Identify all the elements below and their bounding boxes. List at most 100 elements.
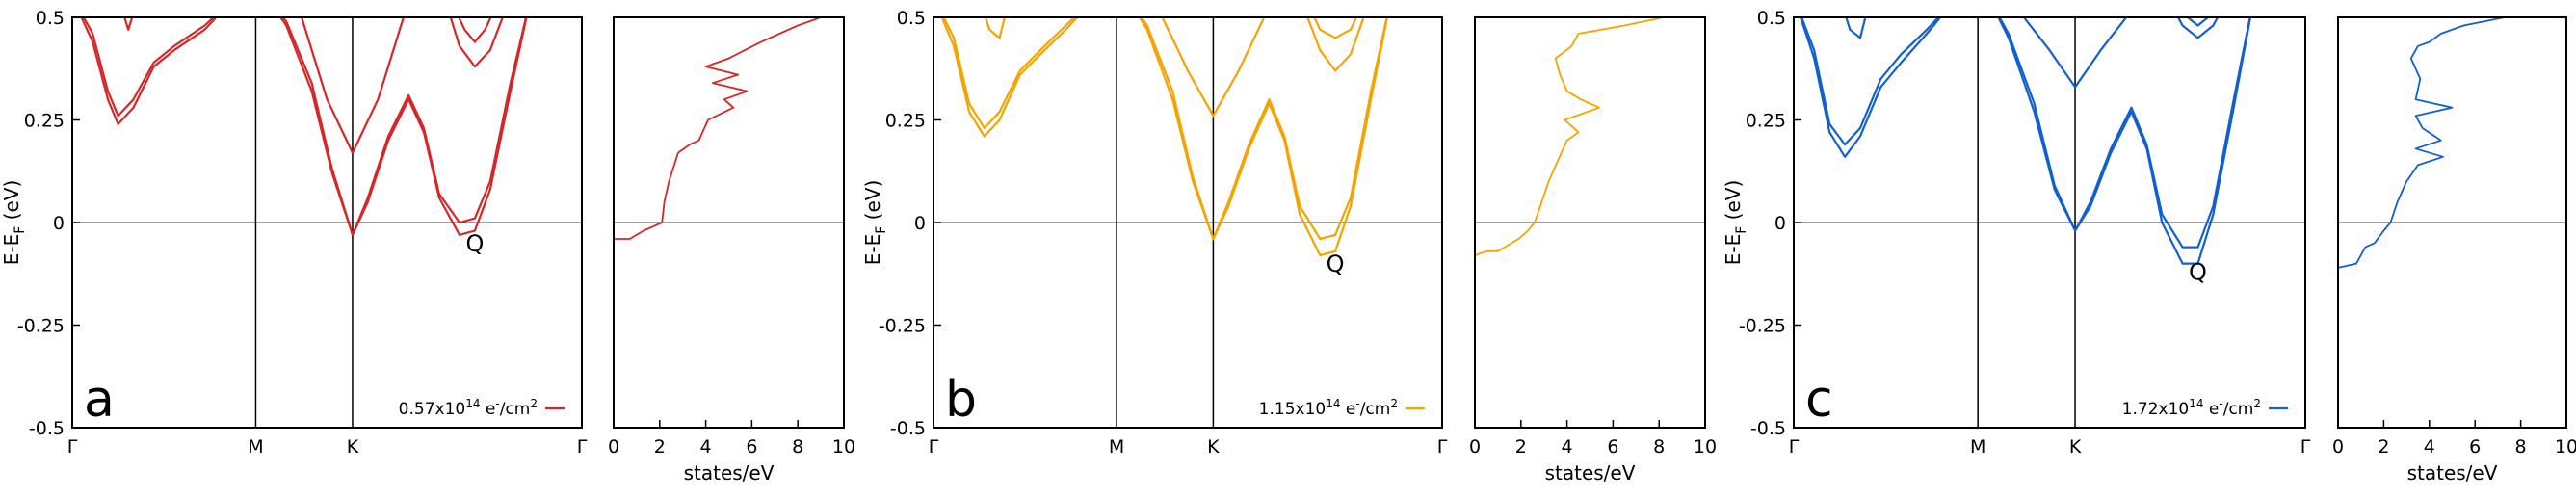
q-point-label: Q <box>2189 259 2207 286</box>
y-axis-title-sub: F <box>13 226 28 234</box>
band-line-5 <box>1161 17 1266 118</box>
y-axis-title-main: E-E <box>1722 234 1745 266</box>
y-tick-label: 0.25 <box>885 111 926 132</box>
band-line-7 <box>458 17 492 43</box>
dos-x-tick-label: 4 <box>700 436 712 458</box>
y-axis-title-unit: (eV) <box>861 180 884 226</box>
legend-unit: e <box>481 400 496 419</box>
y-axis-title-main: E-E <box>0 234 23 266</box>
k-point-label-2: K <box>2069 436 2082 458</box>
k-point-label-3: Γ <box>2300 436 2311 458</box>
k-point-label-0: Γ <box>1789 436 1800 458</box>
legend-unit2: /cm <box>500 400 531 419</box>
y-tick-label: 0 <box>1774 213 1786 234</box>
band-line-6 <box>449 17 504 68</box>
dos-x-tick-label: 8 <box>792 436 803 458</box>
dos-x-tick-label: 6 <box>1607 436 1618 458</box>
band-line-1 <box>1800 17 1940 146</box>
panel-letter: b <box>945 371 977 429</box>
k-point-label-0: Γ <box>67 436 78 458</box>
band-line-3 <box>278 17 528 236</box>
band-line-6 <box>2176 17 2220 39</box>
panel-c: 0.50.250-0.25-0.5Γ M K ΓE-EF (eV)cQ1.72x101… <box>1722 8 2576 485</box>
band-line-2 <box>1845 17 1867 39</box>
dos-x-tick-label: 4 <box>2424 436 2435 458</box>
band-line-5 <box>300 17 406 154</box>
legend: 0.57x1014 e-/cm2 <box>399 397 565 419</box>
dos-x-tick-label: 6 <box>746 436 757 458</box>
k-point-label-3: Γ <box>577 436 588 458</box>
y-tick-label: 0.25 <box>1746 111 1786 132</box>
legend-unit2: /cm <box>1360 400 1391 419</box>
legend-unit2: /cm <box>2223 400 2254 419</box>
dos-x-tick-label: 8 <box>2515 436 2527 458</box>
y-tick-label: -0.25 <box>17 316 65 337</box>
band-line-5 <box>2022 17 2128 89</box>
dos-plot-frame <box>1474 16 1706 429</box>
dos-x-tick-label: 4 <box>1562 436 1573 458</box>
legend-sup-2: 2 <box>2253 397 2261 410</box>
legend-sup-minus: - <box>495 397 499 410</box>
y-axis-title: E-EF (eV) <box>1722 180 1749 266</box>
dos-x-axis-title: states/eV <box>684 461 775 485</box>
y-axis-title-sub: F <box>874 226 889 234</box>
band-line-0 <box>82 17 216 118</box>
y-tick-label: 0.5 <box>897 8 926 29</box>
dos-x-tick-label: 2 <box>654 436 666 458</box>
q-point-label: Q <box>465 230 484 257</box>
dos-curve-group <box>2338 17 2506 428</box>
legend-text: 1.72x1014 e-/cm2 <box>2122 397 2261 419</box>
dos-plot: 0 2 4 6 8 10 states/eV <box>608 16 855 485</box>
y-tick-label: 0 <box>914 213 926 234</box>
band-line-3 <box>1997 17 2252 265</box>
dos-x-tick-label: 10 <box>1694 436 1717 458</box>
dos-curve-group <box>1475 17 1665 428</box>
k-point-label-2: K <box>1207 436 1220 458</box>
dos-curve-group <box>614 17 822 428</box>
dos-x-axis-title: states/eV <box>1545 461 1636 485</box>
dos-x-tick-label: 0 <box>1469 436 1481 458</box>
band-line-4 <box>281 17 528 236</box>
legend-text: 1.15x1014 e-/cm2 <box>1259 397 1398 419</box>
legend-exp: 14 <box>2189 397 2203 410</box>
band-line-7 <box>2186 17 2210 27</box>
panel-letter: a <box>84 371 115 429</box>
dos-plot-frame <box>2337 16 2567 429</box>
legend-exp: 14 <box>1326 397 1340 410</box>
panel-b: 0.50.250-0.25-0.5Γ M K ΓE-EF (eV)bQ1.15x101… <box>861 8 1717 485</box>
band-line-1 <box>942 17 1076 130</box>
band-line-2 <box>123 17 134 31</box>
dos-plot: 0 2 4 6 8 10 states/eV <box>1469 16 1717 485</box>
dos-plot-frame <box>613 16 845 429</box>
dos-x-tick-label: 10 <box>2555 436 2576 458</box>
band-line-3 <box>1138 17 1389 257</box>
y-axis-title-main: E-E <box>861 234 884 266</box>
band-line-4 <box>1140 17 1388 241</box>
dos-plot: 0 2 4 6 8 10 states/eV <box>2332 16 2576 485</box>
legend-coef: 0.57x10 <box>399 400 466 419</box>
band-line-4 <box>1998 17 2251 249</box>
y-tick-label: 0 <box>53 213 65 234</box>
y-axis-title-unit: (eV) <box>0 180 23 226</box>
y-axis-title: E-EF (eV) <box>0 180 28 266</box>
y-tick-label: -0.5 <box>890 418 926 439</box>
band-line-1 <box>80 17 218 125</box>
legend: 1.72x1014 e-/cm2 <box>2122 397 2288 419</box>
band-lines <box>1799 17 2252 265</box>
k-point-label-1: M <box>1970 436 1985 458</box>
band-lines <box>940 17 1389 257</box>
band-line-7 <box>1313 17 1358 39</box>
panel-a: 0.50.250-0.25-0.5Γ M K ΓE-EF (eV)aQ0.57x101… <box>0 8 855 485</box>
k-point-label-3: Γ <box>1437 436 1448 458</box>
q-point-label: Q <box>1327 250 1345 277</box>
dos-x-tick-label: 0 <box>608 436 619 458</box>
dos-x-tick-label: 0 <box>2332 436 2344 458</box>
dos-x-axis-title: states/eV <box>2407 461 2498 485</box>
band-structure-plot: 0.50.250-0.25-0.5Γ M K ΓE-EF (eV)cQ1.72x101… <box>1722 8 2311 458</box>
band-lines <box>80 17 528 236</box>
y-axis-title-unit: (eV) <box>1722 180 1745 226</box>
y-axis-title: E-EF (eV) <box>861 180 889 266</box>
panel-letter: c <box>1805 371 1833 429</box>
k-point-label-1: M <box>1109 436 1124 458</box>
